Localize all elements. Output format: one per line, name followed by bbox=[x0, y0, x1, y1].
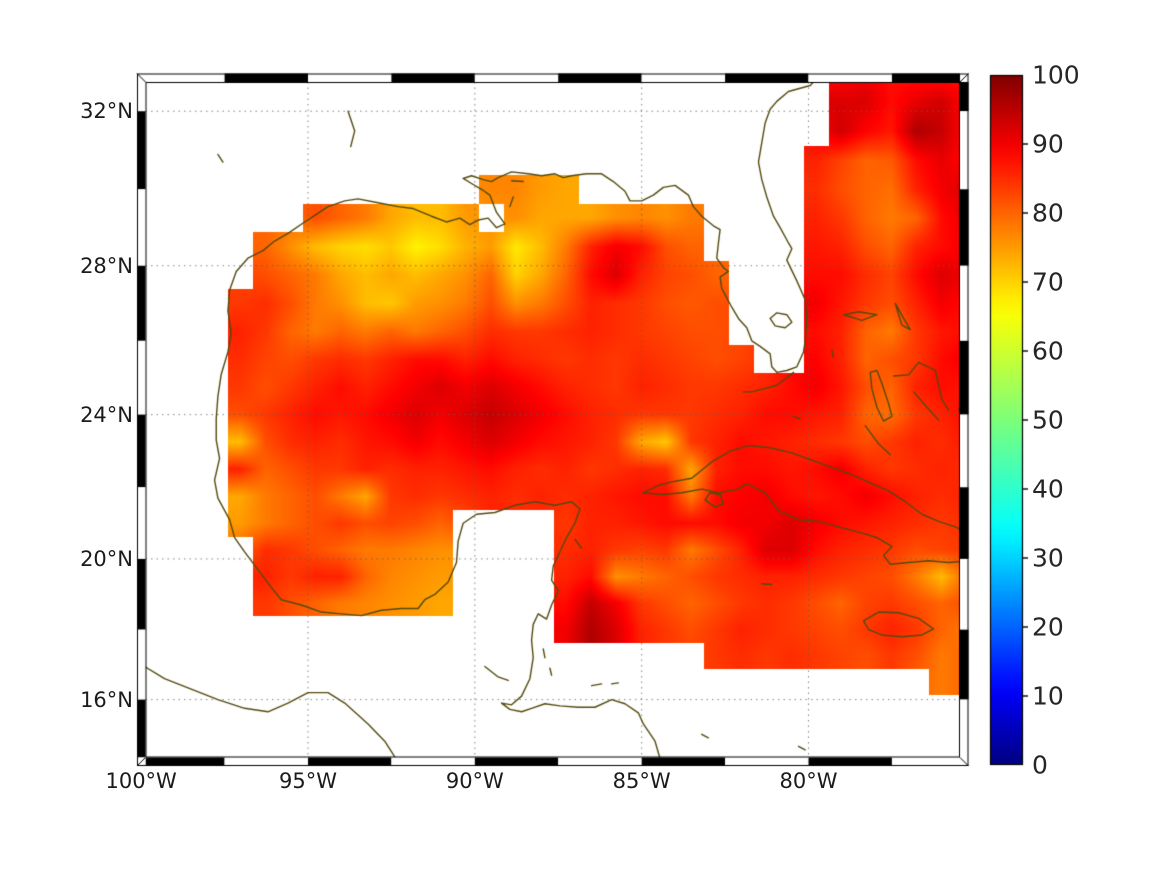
colorbar-tick-label: 90 bbox=[1032, 129, 1064, 159]
lon-tick-label: 90°W bbox=[445, 769, 504, 793]
colorbar-tick-label: 20 bbox=[1032, 612, 1064, 642]
colorbar-tick-label: 100 bbox=[1032, 60, 1080, 90]
colorbar-tick-label: 80 bbox=[1032, 198, 1064, 228]
lon-tick-label: 80°W bbox=[779, 769, 838, 793]
lon-tick-label: 95°W bbox=[278, 769, 337, 793]
lat-tick-label: 24°N bbox=[80, 402, 133, 427]
lon-tick-label: 85°W bbox=[612, 769, 671, 793]
colorbar-tick-label: 10 bbox=[1032, 681, 1064, 711]
colorbar-tick-label: 0 bbox=[1032, 750, 1048, 780]
lon-tick-label: 100°W bbox=[105, 769, 177, 793]
lat-tick-label: 16°N bbox=[80, 687, 133, 712]
lat-tick-label: 32°N bbox=[80, 99, 133, 124]
colorbar-tick-label: 50 bbox=[1032, 405, 1064, 435]
colorbar-tick-label: 70 bbox=[1032, 267, 1064, 297]
lat-tick-label: 20°N bbox=[80, 546, 133, 571]
colorbar-tick-label: 30 bbox=[1032, 543, 1064, 573]
lat-tick-label: 28°N bbox=[80, 253, 133, 278]
colorbar-tick-label: 40 bbox=[1032, 474, 1064, 504]
colorbar-tick-label: 60 bbox=[1032, 336, 1064, 366]
